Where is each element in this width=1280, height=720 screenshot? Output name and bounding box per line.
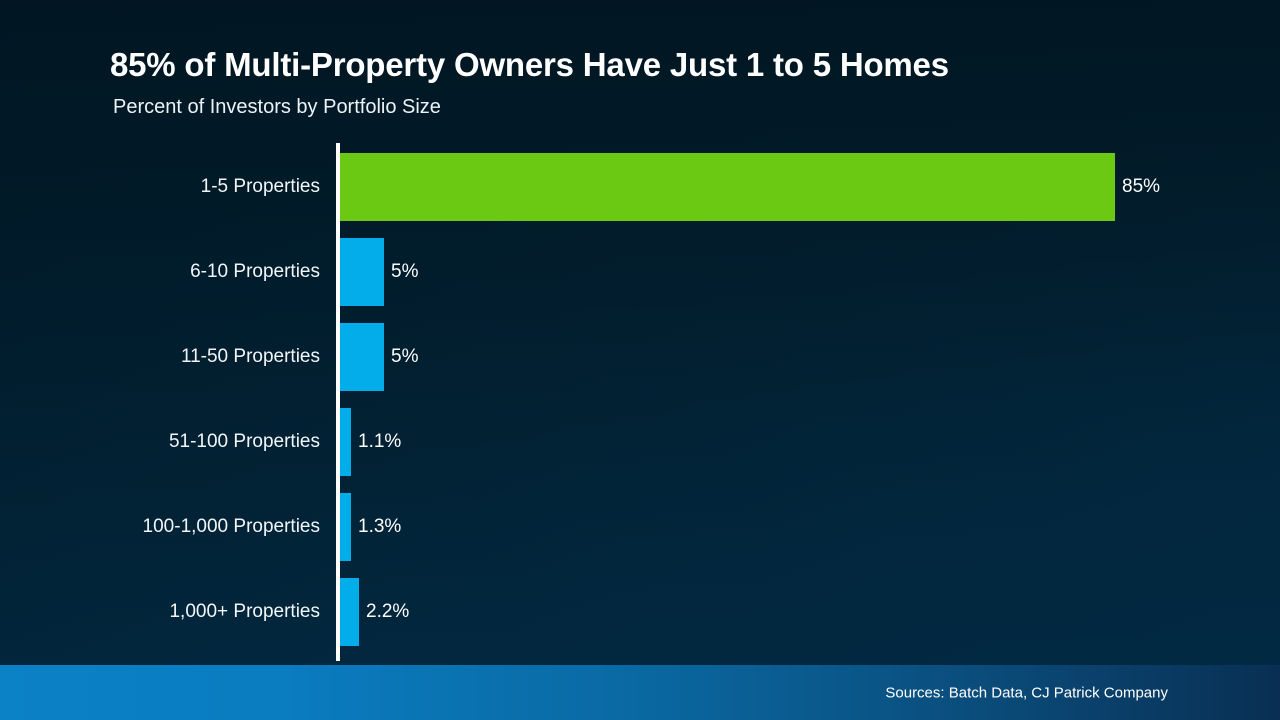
bar — [340, 577, 359, 646]
bar-value-label: 2.2% — [366, 600, 410, 622]
chart-row: 1,000+ Properties 2.2% — [0, 569, 1280, 654]
chart-row: 1-5 Properties 85% — [0, 144, 1280, 229]
bar-chart: 1-5 Properties 85% 6-10 Properties 5% 11-50 … — [0, 140, 1280, 662]
category-label: 100-1,000 Properties — [142, 515, 320, 537]
bar — [340, 152, 1115, 221]
category-label: 6-10 Properties — [190, 260, 320, 282]
bar-value-label: 1.1% — [358, 430, 402, 452]
y-axis-line — [336, 143, 340, 661]
bar-value-label: 5% — [391, 345, 419, 367]
chart-row: 6-10 Properties 5% — [0, 229, 1280, 314]
bar-value-label: 1.3% — [358, 515, 402, 537]
page-title: 85% of Multi-Property Owners Have Just 1… — [110, 46, 949, 83]
bar-value-label: 5% — [391, 260, 419, 282]
chart-row: 51-100 Properties 1.1% — [0, 399, 1280, 484]
category-label: 11-50 Properties — [180, 345, 320, 367]
category-label: 1,000+ Properties — [169, 600, 320, 622]
bar — [340, 492, 351, 561]
footer-bar: Sources: Batch Data, CJ Patrick Company — [0, 665, 1280, 720]
source-attribution: Sources: Batch Data, CJ Patrick Company — [885, 684, 1168, 701]
bar — [340, 407, 351, 476]
category-label: 1-5 Properties — [200, 175, 320, 197]
page-subtitle: Percent of Investors by Portfolio Size — [113, 96, 441, 118]
bar — [340, 237, 384, 306]
bar-value-label: 85% — [1122, 175, 1161, 197]
chart-row: 100-1,000 Properties 1.3% — [0, 484, 1280, 569]
chart-row: 11-50 Properties 5% — [0, 314, 1280, 399]
bar — [340, 322, 384, 391]
category-label: 51-100 Properties — [168, 430, 320, 452]
